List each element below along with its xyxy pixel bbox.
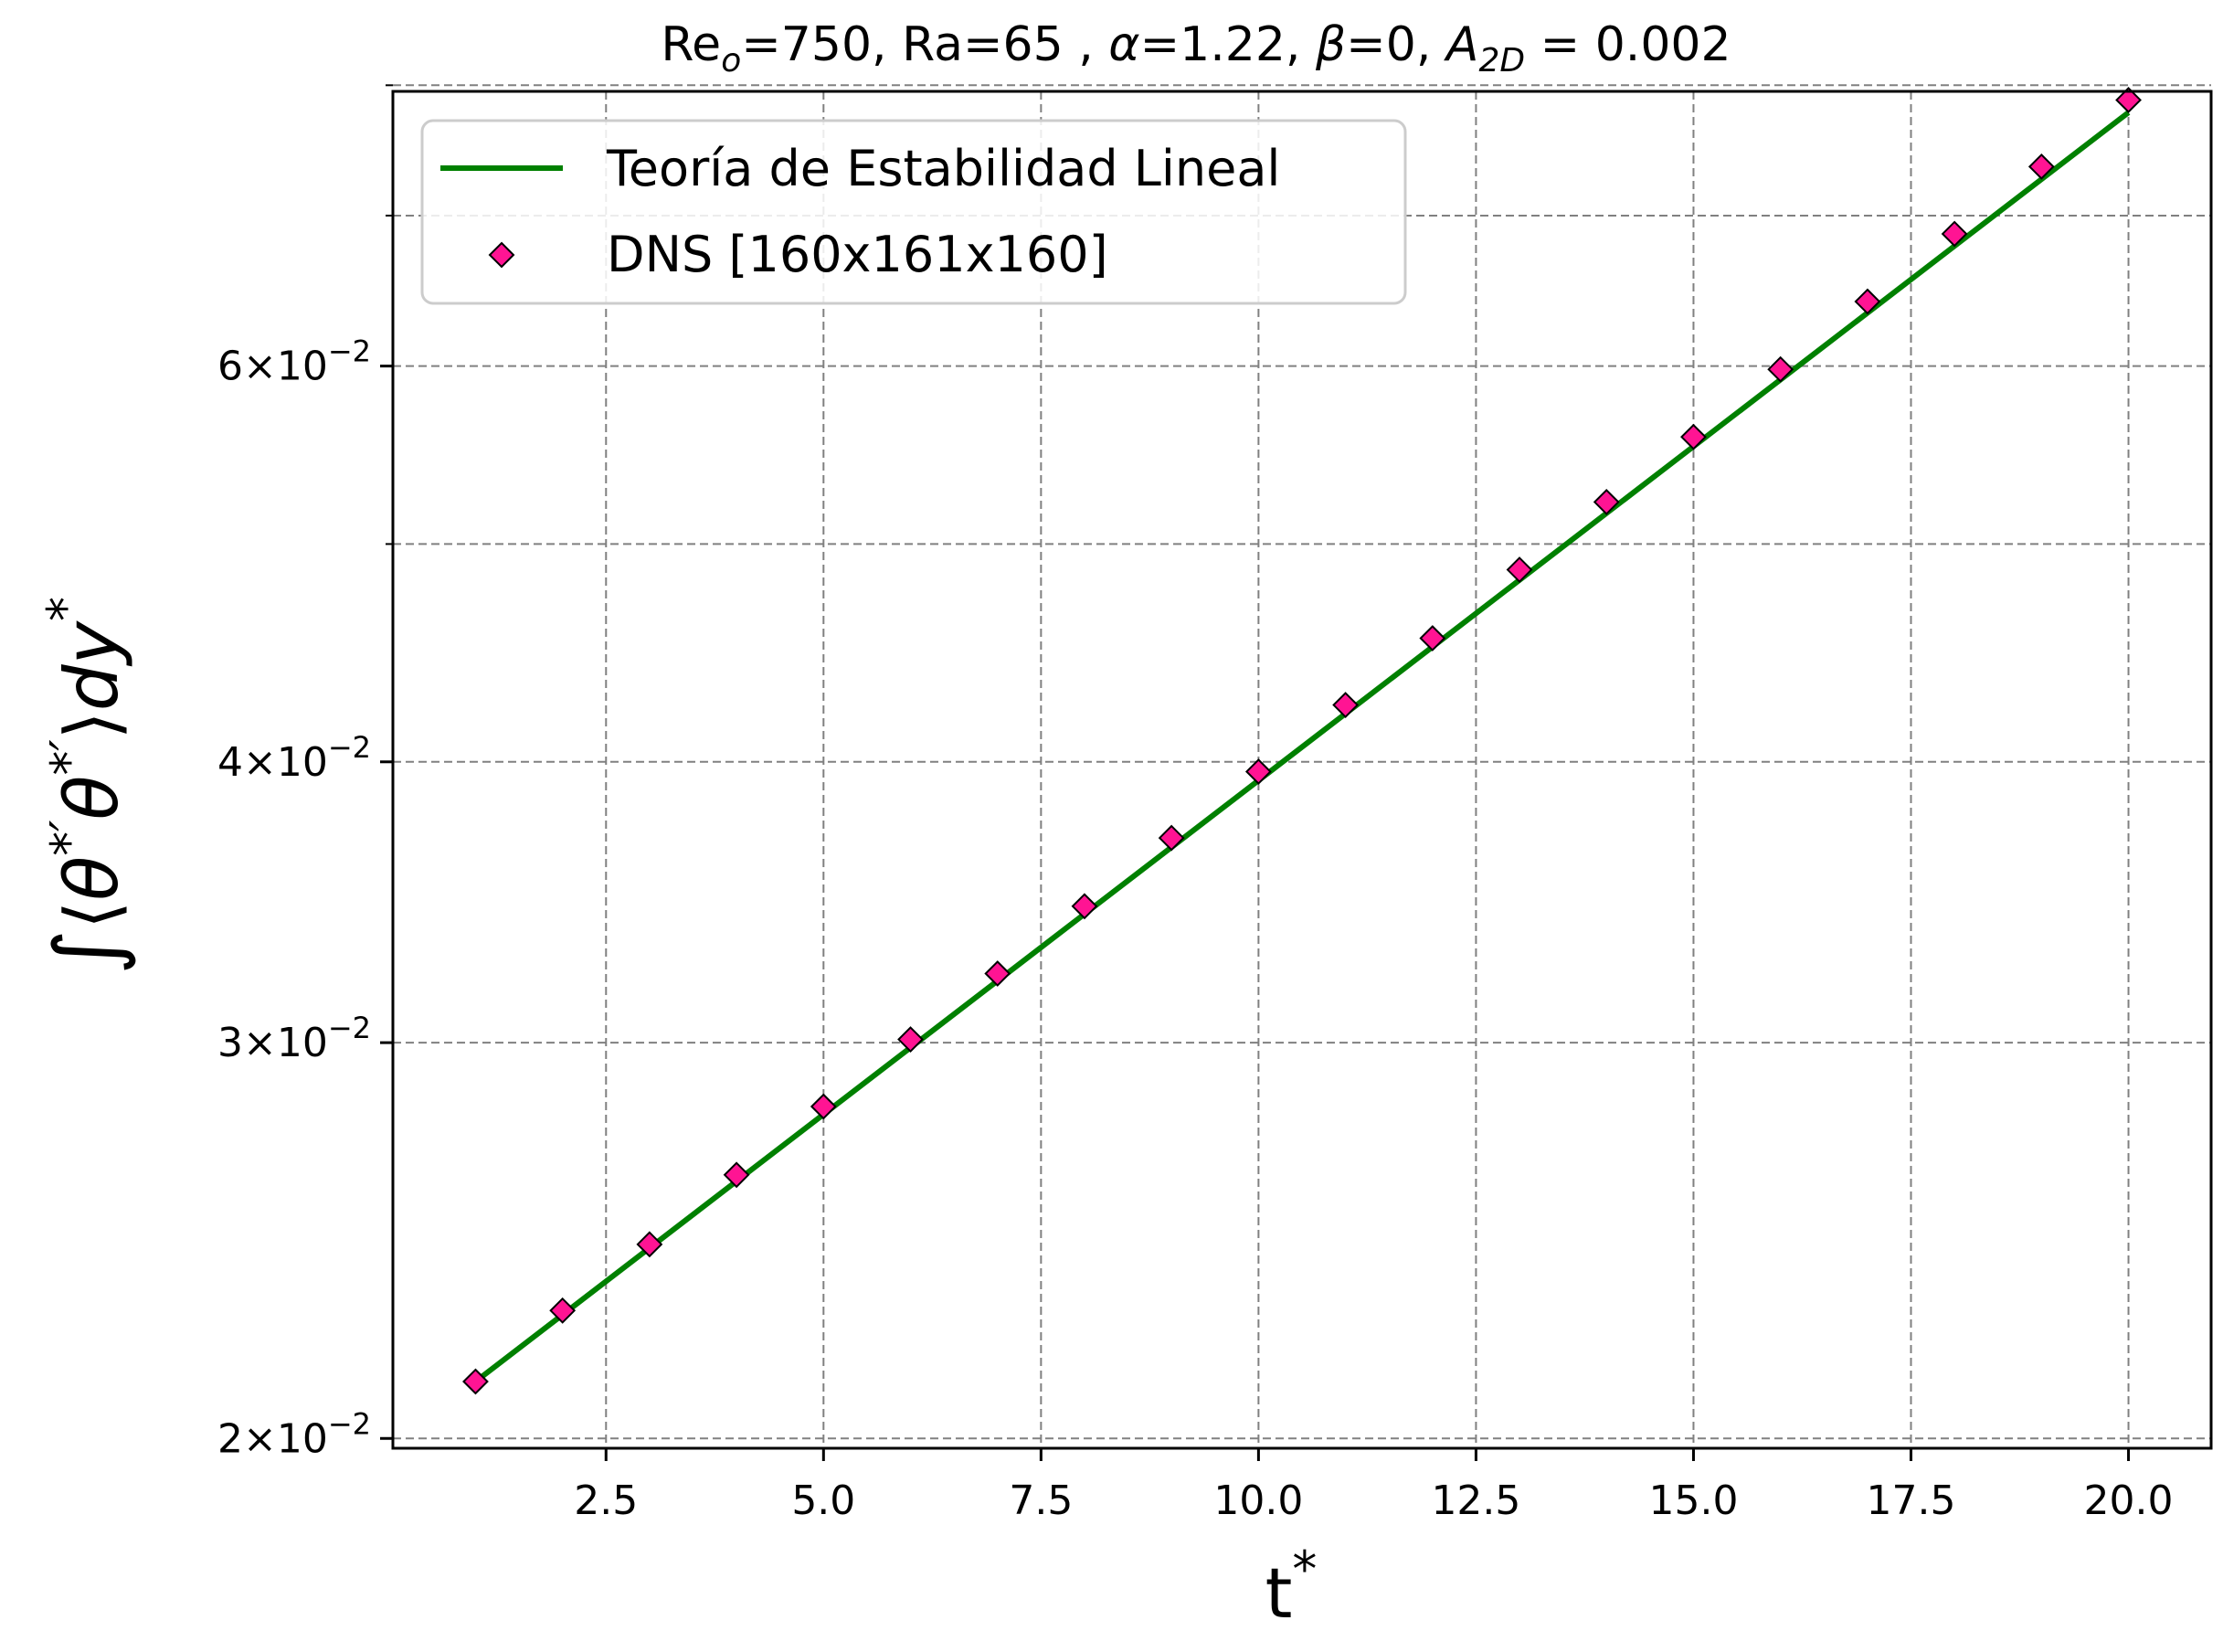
x-axis-label-base: t: [1265, 1552, 1293, 1634]
x-tick-label: 2.5: [574, 1477, 638, 1524]
title-re-subscript: o: [721, 42, 741, 79]
dns-point: [462, 1368, 489, 1395]
dns-point: [2027, 153, 2055, 180]
y-tick-label: 4×10−2: [217, 730, 371, 786]
x-tick-label: 20.0: [2084, 1477, 2174, 1524]
dns-point: [2115, 87, 2142, 113]
x-axis-label: t*: [1265, 1541, 1318, 1634]
y-tick-label-mantissa: 6: [217, 344, 243, 390]
y-tick-label-exponent: −2: [328, 334, 371, 369]
y-tick-label-times-ten: ×10: [243, 739, 328, 786]
x-tick-label: 5.0: [791, 1477, 855, 1524]
x-tick-label: 17.5: [1867, 1477, 1956, 1524]
title-a-subscript: 2D: [1478, 42, 1525, 79]
y-axis-label: ∫⟨θ*′θ*′⟩dy*: [36, 597, 138, 975]
series-layer: [462, 87, 2142, 1395]
chart-title: Reo=750, Ra=65 , α=1.22, β=0, A2D = 0.00…: [661, 17, 1731, 79]
dns-point: [1332, 692, 1360, 718]
y-axis-label-open-bracket: ⟨: [49, 901, 134, 929]
x-tick-label: 15.0: [1648, 1477, 1738, 1524]
y-tick-label-times-ten: ×10: [243, 1415, 328, 1462]
title-beta-value: =0,: [1346, 17, 1446, 72]
y-axis-label-superscript-1: *′: [40, 821, 98, 856]
dns-point: [984, 960, 1011, 987]
legend: Teoría de Estabilidad Lineal DNS [160x16…: [420, 119, 1407, 305]
axis-ticks: 2.5 5.0 7.5 10.0 12.5 15.0 17.5 20.02×10−23×10−…: [217, 84, 2174, 1524]
dns-point: [1071, 893, 1098, 920]
legend-label-dns: DNS [160x161x160]: [607, 226, 1108, 283]
dns-point: [723, 1161, 750, 1189]
y-tick-label: 2×10−2: [217, 1406, 371, 1462]
title-re-value: =750, Ra=65 ,: [741, 17, 1108, 72]
y-axis-label-close-bracket: ⟩: [49, 711, 134, 739]
y-tick-label-exponent: −2: [328, 1011, 371, 1045]
title-alpha-symbol: α: [1108, 17, 1139, 72]
x-tick-label: 7.5: [1009, 1477, 1073, 1524]
y-axis-label-integral: ∫: [36, 929, 138, 975]
x-tick-label: 12.5: [1431, 1477, 1520, 1524]
y-tick-label-mantissa: 2: [217, 1415, 243, 1462]
theory-line: [473, 110, 2131, 1384]
title-alpha-value: =1.22,: [1140, 17, 1316, 72]
dns-point: [810, 1093, 837, 1120]
dns-point: [897, 1026, 924, 1053]
legend-diamond-swatch: [488, 241, 515, 269]
y-axis-label-superscript-2: *′: [40, 739, 98, 775]
title-re-base: Re: [661, 17, 721, 72]
dns-point: [1680, 423, 1707, 450]
y-tick-label: 6×10−2: [217, 334, 371, 390]
dns-point: [1767, 355, 1794, 383]
dns-point: [1506, 556, 1533, 583]
y-tick-label-exponent: −2: [328, 730, 371, 765]
y-axis-label-theta-2: θ: [49, 776, 134, 821]
x-axis-label-superscript: *: [1292, 1541, 1317, 1598]
y-tick-label-mantissa: 3: [217, 1020, 243, 1066]
legend-label-linear-theory: Teoría de Estabilidad Lineal: [606, 140, 1280, 197]
dns-point: [549, 1297, 577, 1324]
y-axis-label-theta-1: θ: [49, 856, 134, 901]
y-axis-label-superscript-3: *: [37, 597, 94, 621]
title-a-value: = 0.002: [1525, 17, 1731, 72]
dns-point: [1158, 824, 1185, 852]
y-tick-label-times-ten: ×10: [243, 344, 328, 390]
dns-point: [1593, 488, 1620, 515]
y-tick-label-exponent: −2: [328, 1406, 371, 1441]
y-tick-label-times-ten: ×10: [243, 1020, 328, 1066]
dns-point: [1419, 625, 1446, 651]
legend-box: [420, 119, 1407, 305]
title-beta-symbol: β: [1315, 17, 1346, 72]
y-tick-label: 3×10−2: [217, 1011, 371, 1066]
dns-point: [1854, 288, 1881, 315]
dns-point: [1941, 220, 1968, 248]
dns-point: [1244, 758, 1272, 785]
x-tick-label: 10.0: [1213, 1477, 1303, 1524]
y-axis-label-dy: dy: [49, 620, 134, 711]
title-a-symbol: A: [1444, 17, 1479, 72]
axes-frame: [391, 90, 2213, 1450]
dns-point: [636, 1231, 663, 1258]
y-tick-label-mantissa: 4: [217, 739, 243, 786]
